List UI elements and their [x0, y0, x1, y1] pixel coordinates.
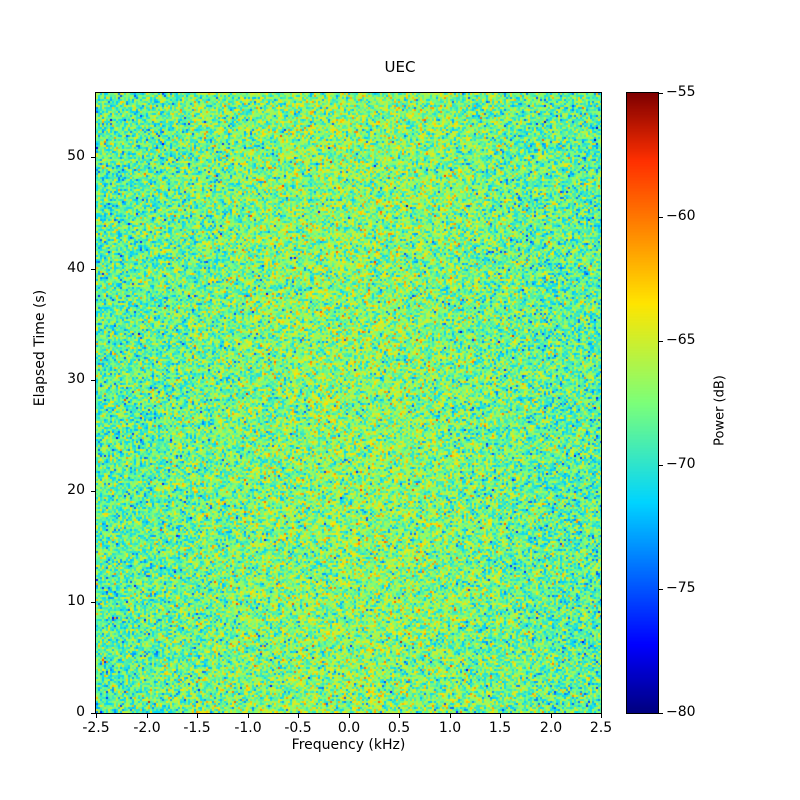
- colorbar-gradient: [627, 93, 658, 713]
- x-tick-label: -1.0: [234, 720, 262, 736]
- y-tick-mark: [91, 269, 95, 270]
- y-tick-mark: [91, 713, 95, 714]
- x-tick-label: 2.0: [539, 720, 563, 736]
- x-tick-label: 0.5: [387, 720, 411, 736]
- y-axis-label: Elapsed Time (s): [32, 289, 48, 407]
- x-tick-label: -2.5: [82, 720, 110, 736]
- x-tick-label: 0.0: [337, 720, 361, 736]
- x-tick-mark: [500, 714, 501, 718]
- x-tick-mark: [147, 714, 148, 718]
- x-tick-mark: [601, 714, 602, 718]
- title-station: UEC: [384, 58, 416, 76]
- x-tick-label: -0.5: [284, 720, 312, 736]
- y-tick-label: 40: [67, 260, 85, 276]
- x-tick-mark: [349, 714, 350, 718]
- x-tick-label: 1.0: [438, 720, 462, 736]
- colorbar-tick-mark: [659, 713, 663, 714]
- spectrogram-image: [96, 93, 601, 713]
- x-tick-label: -1.5: [183, 720, 211, 736]
- colorbar-tick-mark: [659, 217, 663, 218]
- colorbar-tick-label: −70: [666, 456, 696, 472]
- x-tick-label: 2.5: [589, 720, 613, 736]
- y-tick-label: 30: [67, 371, 85, 387]
- colorbar-tick-mark: [659, 93, 663, 94]
- y-tick-label: 50: [67, 148, 85, 164]
- x-axis-label: Frequency (kHz): [291, 737, 406, 753]
- colorbar-tick-mark: [659, 589, 663, 590]
- y-tick-mark: [91, 491, 95, 492]
- x-tick-mark: [298, 714, 299, 718]
- y-tick-label: 10: [67, 593, 85, 609]
- colorbar: [626, 92, 659, 714]
- colorbar-tick-mark: [659, 341, 663, 342]
- colorbar-label: Power (dB): [712, 375, 728, 446]
- colorbar-tick-mark: [659, 465, 663, 466]
- y-tick-mark: [91, 380, 95, 381]
- colorbar-tick-label: −55: [666, 84, 696, 100]
- x-tick-mark: [399, 714, 400, 718]
- y-tick-mark: [91, 602, 95, 603]
- colorbar-tick-label: −60: [666, 208, 696, 224]
- x-tick-mark: [450, 714, 451, 718]
- colorbar-tick-label: −65: [666, 332, 696, 348]
- x-tick-mark: [197, 714, 198, 718]
- x-tick-label: -2.0: [133, 720, 161, 736]
- colorbar-tick-label: −80: [666, 704, 696, 720]
- colorbar-tick-label: −75: [666, 580, 696, 596]
- y-tick-mark: [91, 157, 95, 158]
- x-tick-label: 1.5: [488, 720, 512, 736]
- x-tick-mark: [96, 714, 97, 718]
- x-tick-mark: [551, 714, 552, 718]
- spectrogram-axes: [95, 92, 602, 714]
- x-tick-mark: [248, 714, 249, 718]
- y-tick-label: 0: [76, 704, 85, 720]
- y-tick-label: 20: [67, 482, 85, 498]
